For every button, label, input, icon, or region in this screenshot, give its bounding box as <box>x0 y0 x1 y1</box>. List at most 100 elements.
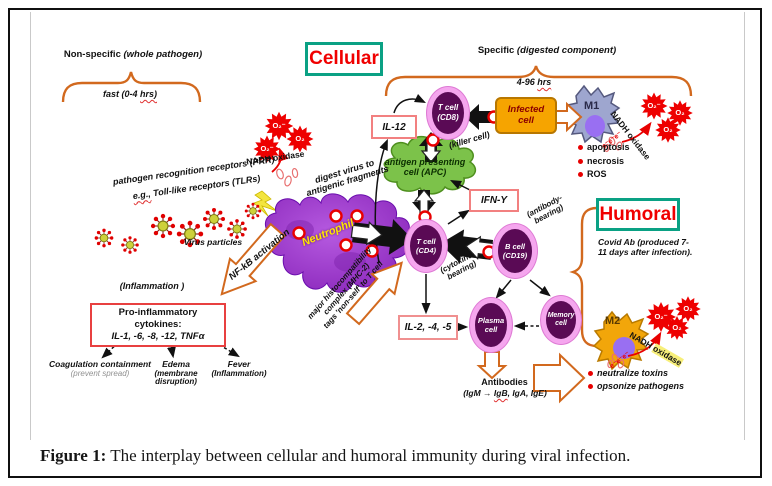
arrow-infected-to-cd8 <box>465 104 495 130</box>
outcome-fever: Fever (Inflammation) <box>204 359 274 378</box>
tcell-cd8-marker: (CD8) <box>437 113 459 122</box>
nonspecific-heading: Non-specific (whole pathogen) <box>58 49 208 61</box>
right-margin-line <box>744 12 745 440</box>
covid-line1: Covid Ab (produced 7- <box>598 237 689 247</box>
ifny-label: IFN-Y <box>480 195 508 206</box>
brace-nonspecific <box>61 71 202 103</box>
humoral-tag: Humoral <box>596 198 680 231</box>
tcell-cd4-name: T cell <box>416 237 436 246</box>
ifny-box: IFN-Y <box>469 189 519 212</box>
arrow-to-m2-effects <box>533 352 586 404</box>
infected-line2: cell <box>518 114 534 126</box>
plasma-cell: Plasma cell <box>470 298 512 352</box>
bcell-cd19: B cell (CD19) <box>493 224 537 278</box>
bullet-dot <box>588 370 593 376</box>
arrow-cytokines-to-coagulation <box>101 338 123 359</box>
arrow-plasma-to-antibodies <box>476 351 508 380</box>
caption-label: Figure 1: <box>40 446 107 465</box>
plasma-line2: cell <box>484 325 498 334</box>
arrow-ifny-to-apc <box>449 179 473 192</box>
outcome-title: Fever <box>227 359 251 369</box>
bullet-dot <box>588 383 593 389</box>
arrow-nfkb <box>220 222 286 296</box>
memory-line1: Memory <box>547 311 575 319</box>
antibodies-pre: (IgM → <box>463 388 494 398</box>
brace-humoral <box>569 206 598 348</box>
arrow-nadh-m1 <box>621 121 652 143</box>
apc-label: antigen presenting cell (APC) <box>383 157 467 177</box>
o2-burst-label: O₂ <box>683 304 693 313</box>
figure-caption: Figure 1: The interplay between cellular… <box>40 446 750 466</box>
cytokines-list: IL-1, -6, -8, -12, TNFα <box>111 330 205 342</box>
m1-label: M1 <box>584 100 600 112</box>
o2-burst-label: O₂ <box>675 108 685 117</box>
il245-label: IL-2, -4, -5 <box>404 322 452 333</box>
specific-timing: 4-96 hrs <box>502 77 566 87</box>
il12-label: IL-12 <box>382 121 406 133</box>
o2-burst-label: O₂ <box>295 134 305 143</box>
timing-hrs: hrs) <box>140 89 158 99</box>
arrow-bcell-to-memory <box>529 279 551 297</box>
covid-line2: 11 days after infection). <box>598 246 693 257</box>
m2-nucleus <box>613 337 635 359</box>
m2-effect-opsonize: opsonize pathogens <box>588 381 684 391</box>
specific-qualifier: (digested component) <box>516 45 617 56</box>
o2-burst-label: O₂ <box>663 125 673 134</box>
outcome-title: Coagulation containment <box>49 359 151 369</box>
outline-arrows <box>220 101 586 404</box>
infected-cell-box: Infected cell <box>495 97 557 134</box>
inflammation-label: (Inflammation ) <box>119 281 185 291</box>
antibodies-igb: IgB <box>493 388 508 398</box>
timing-pre: 4-96 <box>516 77 538 87</box>
effect-label: necrosis <box>587 156 625 166</box>
m1-effect-ros: ROS <box>578 169 607 179</box>
outcome-note: (Inflammation) <box>211 368 267 378</box>
brace-specific <box>384 65 693 97</box>
o2-burst-label: O₂⁻ <box>272 121 286 130</box>
specific-label: Specific <box>477 45 517 56</box>
arrow-cd4-to-ifny <box>447 209 470 225</box>
apc-line2: cell (APC) <box>403 167 447 178</box>
lightning-icon <box>253 190 278 217</box>
il245-box: IL-2, -4, -5 <box>398 315 458 340</box>
effect-label: ROS <box>587 169 607 179</box>
nonspecific-timing: fast (0-4 hrs) <box>88 89 172 99</box>
specific-heading: Specific (digested component) <box>462 45 632 57</box>
left-margin-line <box>30 12 31 440</box>
infected-line1: Infected <box>507 103 545 115</box>
effect-label: opsonize pathogens <box>597 381 685 391</box>
arrow-nadh-innate <box>271 147 289 173</box>
bullet-dot <box>578 171 583 177</box>
apc-line1: antigen presenting <box>384 157 466 167</box>
neutrophil-shade <box>334 252 366 272</box>
outcome-coagulation: Coagulation containment (prevent spread) <box>42 359 158 378</box>
o2-burst-label: O₂⁻ <box>260 144 274 153</box>
nonspecific-qualifier: (whole pathogen) <box>123 49 203 60</box>
timing-pre: fast (0-4 <box>102 89 140 99</box>
arrow-nadh-m2 <box>627 331 662 357</box>
tcell-cd4-marker: (CD4) <box>416 246 436 255</box>
arrow-bcell-to-plasma <box>495 279 512 299</box>
cellular-tag-label: Cellular <box>309 48 379 69</box>
o2-burst-label: O₂⁻ <box>654 312 668 321</box>
effect-label: neutralize toxins <box>597 368 669 378</box>
receptor-circles <box>292 110 501 259</box>
cellular-tag: Cellular <box>305 42 383 76</box>
tcell-cd4: T cell (CD4) <box>405 220 447 272</box>
outcome-edema: Edema (membrane disruption) <box>146 359 206 387</box>
m1-effect-apoptosis: apoptosis <box>578 142 630 152</box>
nadh-arrows <box>271 121 662 357</box>
plasma-line1: Plasma <box>477 316 505 325</box>
memory-line2: cell <box>555 320 567 327</box>
o2-burst-label: O₂⁻ <box>647 101 661 110</box>
antibodies-detail: (IgM → IgB, IgA, IgE) <box>440 388 570 399</box>
bullet-dot <box>578 158 583 164</box>
germ-ovals <box>276 136 625 369</box>
page-border-frame <box>8 8 762 478</box>
m2-label: M2 <box>605 315 621 327</box>
humoral-tag-label: Humoral <box>599 203 677 225</box>
m1-nucleus <box>585 115 605 137</box>
effect-label: apoptosis <box>587 142 630 152</box>
